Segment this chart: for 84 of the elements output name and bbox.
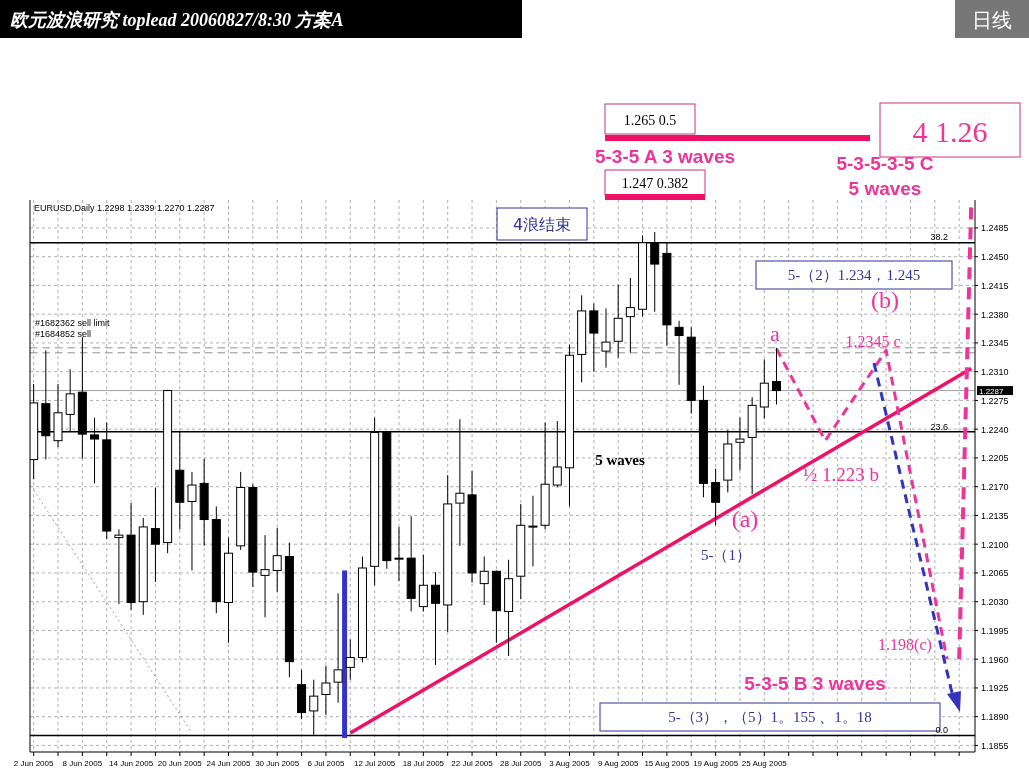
candlestick: [260, 534, 270, 618]
text: 4 1.26: [912, 115, 988, 148]
y-tick-label: 1.2135: [981, 510, 1009, 521]
y-tick-label: 1.2240: [981, 424, 1009, 435]
annotation: 5-（1）: [701, 547, 751, 563]
annotation: 5-3-5 B 3 waves: [744, 673, 886, 694]
annotation: 5-（3），（5）1。155 、1。18: [668, 709, 872, 725]
annotation: 0.0: [935, 725, 948, 735]
ref-line-label: 1.2287: [979, 386, 1005, 396]
annotation: ½ 1.223 b: [803, 464, 879, 485]
y-tick-label: 1.1995: [981, 625, 1009, 636]
x-tick-label: 2 Jun 2005: [13, 759, 54, 768]
y-tick-label: 1.2100: [981, 539, 1009, 550]
x-tick-label: 24 Jun 2005: [206, 759, 252, 768]
y-tick-label: 1.2485: [981, 223, 1009, 234]
x-tick-label: 9 Aug 2005: [597, 759, 639, 768]
annotation: (a): [731, 506, 759, 532]
candlestick: [187, 471, 197, 571]
line-series: [775, 347, 949, 661]
chart-title: 欧元波浪研究 toplead 20060827/8:30 方案A: [10, 10, 344, 30]
candlestick: [759, 358, 769, 419]
y-tick-label: 1.2065: [981, 568, 1009, 579]
candlestick: [333, 592, 343, 704]
x-tick-label: 19 Aug 2005: [693, 759, 739, 768]
y-tick-label: 1.2345: [981, 338, 1009, 349]
annotation: (b): [871, 287, 899, 313]
text: 1.265 0.5: [623, 113, 677, 128]
x-tick-label: 6 Jul 2005: [307, 759, 345, 768]
candlestick: [528, 495, 538, 567]
text: 5 waves: [848, 178, 922, 199]
candlestick: [711, 468, 721, 526]
candlestick: [272, 527, 282, 593]
x-tick-label: 3 Aug 2005: [549, 759, 591, 768]
y-tick-label: 1.1925: [981, 683, 1009, 694]
candlestick: [479, 556, 489, 606]
annotation: EURUSD,Daily 1.2298 1.2339 1.2270 1.2287: [34, 203, 215, 213]
candlestick: [150, 487, 160, 583]
y-tick-label: 1.2415: [981, 280, 1009, 291]
candlestick: [321, 665, 331, 716]
y-tick-label: 1.2275: [981, 395, 1009, 406]
candlestick: [345, 638, 355, 681]
annotation: 5 waves: [595, 452, 645, 468]
y-tick-label: 1.2450: [981, 252, 1009, 263]
y-tick-label: 1.1855: [981, 740, 1009, 751]
annotation: 1.2345 c: [845, 333, 901, 350]
text: 5-3-5-3-5 C: [836, 153, 934, 174]
candlestick: [674, 320, 684, 386]
y-tick-label: 1.2170: [981, 482, 1009, 493]
chart-subtitle: 日线: [972, 8, 1012, 32]
candlestick: [613, 284, 623, 359]
candlestick: [418, 554, 428, 613]
candlestick: [601, 307, 611, 369]
x-tick-label: 25 Aug 2005: [741, 759, 788, 768]
x-tick-label: 8 Jun 2005: [62, 759, 103, 768]
y-tick-label: 1.2310: [981, 367, 1009, 378]
x-tick-label: 22 Jul 2005: [451, 759, 494, 768]
text: 5-3-5 A 3 waves: [594, 146, 736, 167]
candlestick: [772, 347, 781, 406]
annotation: 5-（2）1.234，1.245: [787, 267, 921, 283]
x-tick-label: 15 Aug 2005: [644, 759, 690, 768]
candlestick: [431, 571, 441, 666]
x-tick-label: 20 Jun 2005: [157, 759, 203, 768]
candlestick: [394, 526, 404, 582]
annotation: a: [770, 321, 781, 346]
ref-line-label: #1684852 sell: [35, 328, 92, 339]
y-tick-label: 1.1890: [981, 712, 1009, 723]
x-tick-label: 14 Jun 2005: [109, 759, 154, 768]
y-tick-label: 1.2380: [981, 309, 1009, 320]
y-tick-label: 1.2205: [981, 453, 1009, 464]
annotation: 1.198(c): [878, 636, 932, 654]
candlestick: [114, 528, 124, 605]
y-tick-label: 1.2030: [981, 597, 1009, 608]
annotation: 4浪结束: [512, 215, 572, 234]
x-tick-label: 12 Jul 2005: [353, 759, 396, 768]
ref-line-label: #1682362 sell limit: [35, 317, 111, 328]
candlestick: [625, 277, 635, 354]
x-tick-label: 18 Jul 2005: [402, 759, 445, 768]
annotation: 38.2: [930, 232, 948, 242]
x-tick-label: 28 Jul 2005: [500, 759, 542, 768]
x-tick-label: 30 Jun 2005: [255, 759, 300, 768]
y-tick-label: 1.1960: [981, 654, 1009, 665]
text: 1.247 0.382: [621, 176, 689, 191]
annotation: 23.6: [930, 422, 948, 432]
candlestick: [589, 303, 599, 373]
